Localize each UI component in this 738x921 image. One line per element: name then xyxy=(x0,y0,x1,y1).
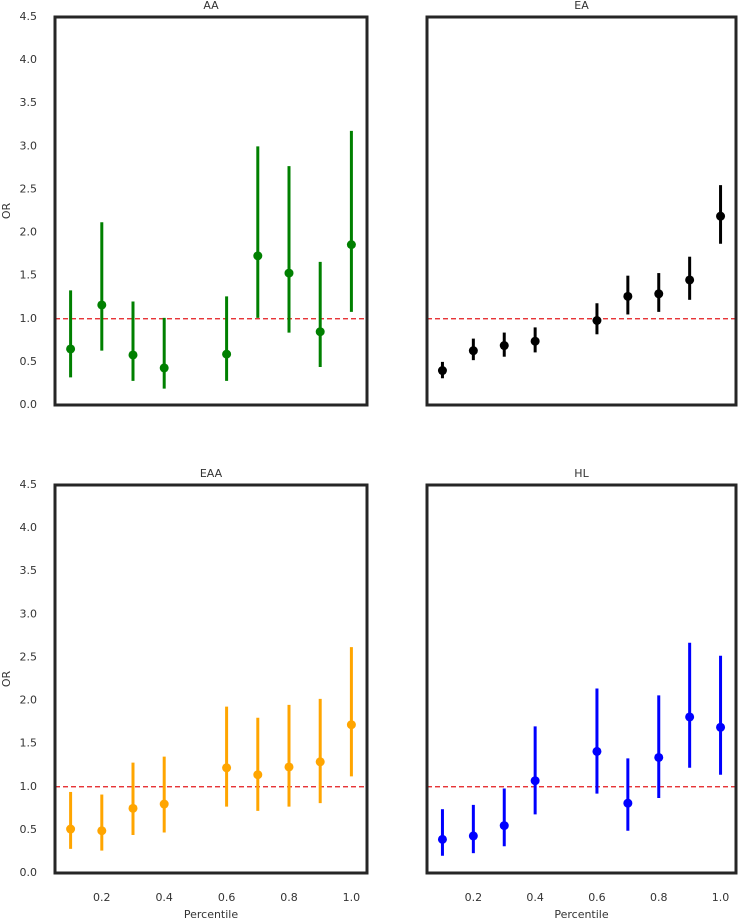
y-tick-label: 3.0 xyxy=(20,607,38,620)
x-tick-label: 1.0 xyxy=(343,891,361,904)
point xyxy=(66,824,76,834)
point xyxy=(346,720,356,730)
point xyxy=(685,275,695,285)
x-tick-label: 0.4 xyxy=(526,891,544,904)
point xyxy=(159,799,169,809)
y-tick-label: 2.5 xyxy=(20,182,38,195)
y-tick-label: 3.5 xyxy=(20,96,38,109)
plot-frame xyxy=(53,483,369,875)
point xyxy=(66,344,76,354)
point xyxy=(530,336,540,346)
y-tick-label: 0.5 xyxy=(20,823,38,836)
point xyxy=(468,831,478,841)
point xyxy=(437,834,447,844)
point xyxy=(128,803,138,813)
y-tick-label: 0.5 xyxy=(20,355,38,368)
x-tick-label: 1.0 xyxy=(712,891,730,904)
point xyxy=(468,346,478,356)
point xyxy=(654,289,664,299)
point xyxy=(346,240,356,250)
y-tick-label: 4.5 xyxy=(20,478,38,491)
y-axis-label: OR xyxy=(0,202,13,219)
x-tick-label: 0.6 xyxy=(218,891,236,904)
plot-frame xyxy=(425,483,738,875)
y-tick-label: 1.0 xyxy=(20,312,38,325)
point xyxy=(222,349,232,359)
x-axis-label: Percentile xyxy=(554,908,609,921)
point xyxy=(716,722,726,732)
y-tick-label: 4.0 xyxy=(20,521,38,534)
point xyxy=(623,291,633,301)
x-tick-label: 0.2 xyxy=(93,891,111,904)
point xyxy=(685,712,695,722)
point xyxy=(437,366,447,376)
plot-frame xyxy=(53,15,369,407)
point xyxy=(499,821,509,831)
y-tick-label: 1.5 xyxy=(20,737,38,750)
point xyxy=(253,770,263,780)
x-tick-label: 0.2 xyxy=(465,891,483,904)
point xyxy=(592,746,602,756)
x-axis-label: Percentile xyxy=(184,908,239,921)
y-tick-label: 0.0 xyxy=(20,398,38,411)
point xyxy=(592,316,602,326)
point xyxy=(97,826,107,836)
point xyxy=(530,776,540,786)
subplot-title: HL xyxy=(574,467,589,480)
point xyxy=(128,350,138,360)
point xyxy=(499,341,509,351)
subplot-title: EA xyxy=(574,0,589,12)
point xyxy=(97,300,107,310)
x-tick-label: 0.6 xyxy=(588,891,606,904)
y-axis-label: OR xyxy=(0,670,13,687)
point xyxy=(716,211,726,221)
y-tick-label: 2.0 xyxy=(20,694,38,707)
y-tick-label: 2.0 xyxy=(20,226,38,239)
point xyxy=(222,763,232,773)
x-tick-label: 0.4 xyxy=(155,891,173,904)
point xyxy=(284,762,294,772)
y-tick-label: 4.5 xyxy=(20,10,38,23)
x-tick-label: 0.8 xyxy=(280,891,298,904)
point xyxy=(284,268,294,278)
x-tick-label: 0.8 xyxy=(650,891,668,904)
y-tick-label: 1.0 xyxy=(20,780,38,793)
y-tick-label: 4.0 xyxy=(20,53,38,66)
plot-frame xyxy=(425,15,738,407)
y-tick-label: 3.0 xyxy=(20,139,38,152)
point xyxy=(315,327,325,337)
y-tick-label: 1.5 xyxy=(20,269,38,282)
y-tick-label: 3.5 xyxy=(20,564,38,577)
subplot-title: AA xyxy=(203,0,219,12)
point xyxy=(253,251,263,261)
point xyxy=(623,798,633,808)
point xyxy=(654,752,664,762)
y-tick-label: 2.5 xyxy=(20,650,38,663)
point xyxy=(315,757,325,767)
point xyxy=(159,363,169,373)
y-tick-label: 0.0 xyxy=(20,866,38,879)
subplot-title: EAA xyxy=(200,467,223,480)
